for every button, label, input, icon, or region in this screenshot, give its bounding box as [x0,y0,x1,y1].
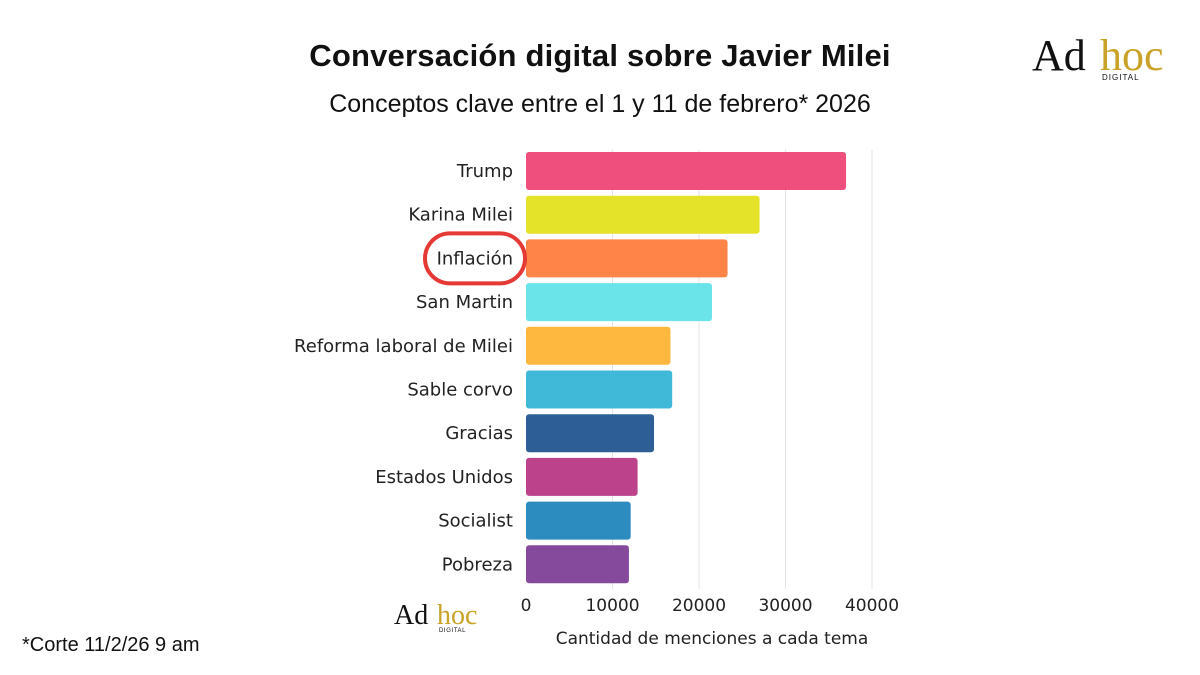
category-label: Socialist [438,511,513,532]
logo-hoc-text: hoc [437,600,478,631]
chart-subtitle: Conceptos clave entre el 1 y 11 de febre… [329,90,871,118]
x-axis-label: Cantidad de menciones a cada tema [556,629,869,649]
tick-label: 40000 [845,596,899,616]
tick-label: 30000 [758,596,812,616]
logo-digital-text: DIGITAL [1102,73,1140,82]
tick-label: 20000 [672,596,726,616]
bar [526,370,673,409]
category-label: San Martin [416,292,513,313]
bar [526,414,655,453]
logo-ad-text: Ad [394,600,429,631]
logo-ad-text: Ad [1032,31,1086,80]
bar [526,326,671,365]
bar [526,457,638,496]
bar [526,283,712,322]
adhoc-logo-top: Ad hoc DIGITAL [1032,30,1164,82]
bar [526,239,728,278]
category-label: Trump [456,161,513,182]
footnote: *Corte 11/2/26 9 am [22,634,200,656]
tick-label: 0 [521,596,532,616]
category-label: Sable corvo [407,380,513,401]
bar [526,501,631,540]
bar [526,545,629,584]
bar [526,152,847,190]
category-label: Inflación [437,248,513,269]
category-label: Pobreza [442,554,513,575]
category-label: Reforma laboral de Milei [294,336,513,357]
category-label: Gracias [445,423,513,444]
category-label: Karina Milei [408,205,513,226]
tick-label: 10000 [585,596,639,616]
category-label: Estados Unidos [375,467,513,488]
highlight-circle [423,231,527,286]
logo-digital-text: DIGITAL [439,628,467,634]
logo-hoc-text: hoc [1100,31,1164,80]
chart-title: Conversación digital sobre Javier Milei [309,38,891,73]
adhoc-logo-bottom: Ad hoc DIGITAL [394,600,494,636]
bar [526,195,760,234]
